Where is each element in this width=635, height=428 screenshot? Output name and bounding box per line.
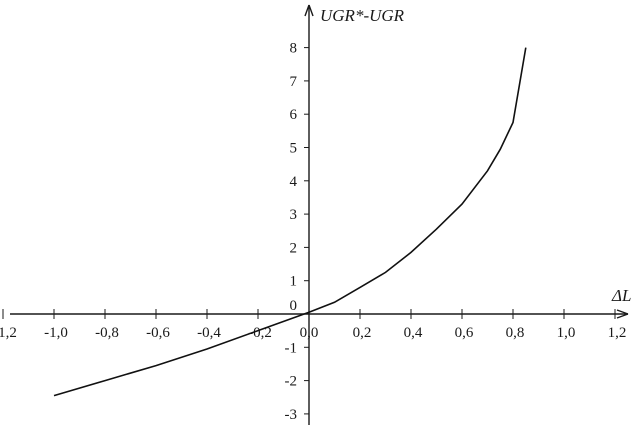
y-tick-label: 5 <box>290 141 298 157</box>
series <box>53 47 527 397</box>
y-tick-label: -3 <box>285 407 298 423</box>
series-line <box>53 47 527 397</box>
x-axis-label: ΔL <box>611 286 631 305</box>
x-tick-label: 0,0 <box>300 325 319 341</box>
x-axis-arrow <box>616 309 629 319</box>
y-tick-label: 4 <box>290 174 298 190</box>
y-tick-label: 3 <box>290 207 298 223</box>
y-tick-label: 7 <box>290 74 298 90</box>
axes <box>10 4 629 425</box>
x-tick-label: -0,8 <box>95 325 119 341</box>
y-tick-label: 2 <box>290 240 298 256</box>
x-tick-label: 1,0 <box>557 325 576 341</box>
x-tick-label: 0,4 <box>404 325 423 341</box>
x-tick-label: 0,8 <box>506 325 525 341</box>
y-tick-label: -1 <box>285 340 298 356</box>
x-tick-label: -0,6 <box>146 325 170 341</box>
x-tick-label: -1,2 <box>0 325 17 341</box>
y-tick-label: 6 <box>290 107 298 123</box>
y-tick-label: 8 <box>290 41 298 57</box>
y-tick-label: -2 <box>285 374 298 390</box>
x-tick-label: -0,2 <box>248 325 272 341</box>
y-axis-label: UGR*-UGR <box>320 6 405 25</box>
ticks: -1,2 -1,0 -0,8 -0,6 -0,4 -0,2 0,0 0,2 0,4 0,6 0,8 1… <box>0 41 626 423</box>
x-tick-label: -1,0 <box>44 325 68 341</box>
y-axis-arrow <box>304 4 314 17</box>
y-tick-label: 1 <box>290 274 298 290</box>
x-tick-label: 1,2 <box>608 325 627 341</box>
x-tick-label: -0,4 <box>197 325 221 341</box>
x-tick-label: 0,2 <box>353 325 372 341</box>
y-tick-label: 0 <box>290 298 298 314</box>
x-tick-label: 0,6 <box>455 325 474 341</box>
